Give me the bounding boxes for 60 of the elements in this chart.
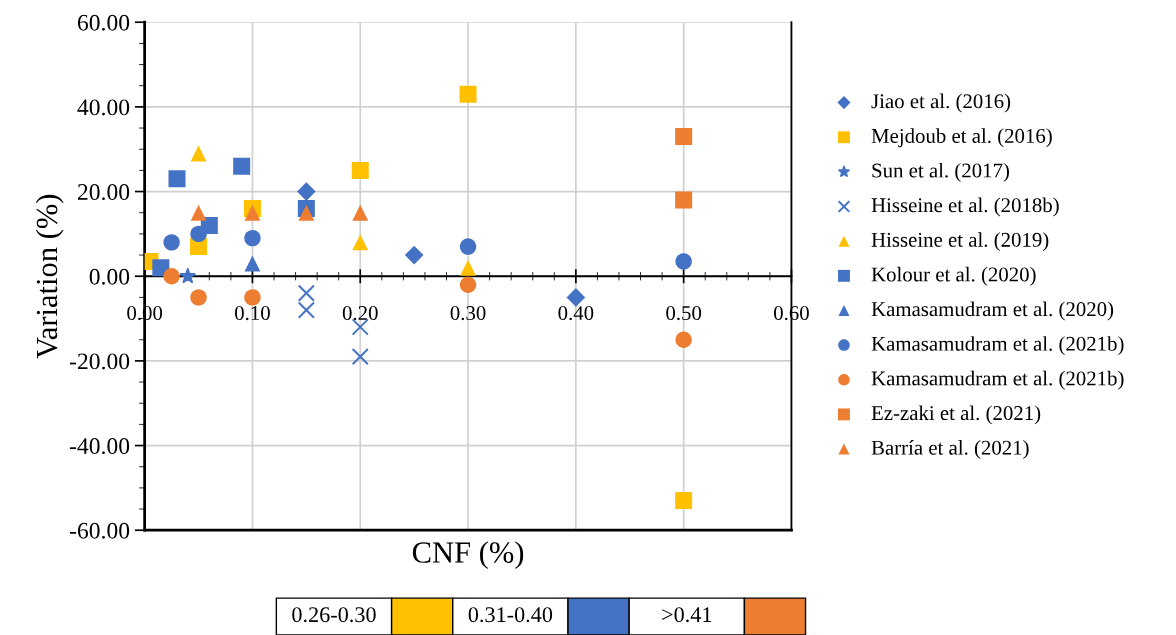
point [459,238,477,255]
point [244,255,261,272]
legend-label: Kamasamudram et al. (2021b) [871,336,1124,356]
x-tick-label: 0.20 [342,305,378,321]
point [351,348,369,366]
point [352,204,369,221]
point [352,234,369,251]
x-tick-label: 0.40 [558,305,594,321]
point [190,225,207,243]
point [297,182,316,201]
y-tick-label: -40.00 [69,438,130,455]
point [566,288,586,307]
point [190,204,207,221]
legend-label: Jiao et al. (2016) [871,93,1011,113]
y-tick-label: 20.00 [77,184,130,201]
legend-label: Hisseine et al. (2019) [871,232,1049,252]
point [244,229,261,247]
y-tick-label: 0.00 [89,268,130,285]
point [244,204,261,221]
text: 0.31-0.40 [468,607,553,623]
text: 0.26-0.30 [292,607,376,623]
legend-label: Ez-zaki et al. (2021) [871,405,1041,425]
point [190,145,207,162]
point [168,170,186,188]
x-tick-label: 0.30 [450,305,486,321]
point [297,301,315,319]
point [297,284,315,302]
point [459,85,477,103]
point [190,289,207,306]
point [351,161,369,179]
y-tick-label: 60.00 [77,14,130,31]
y-tick-label: 40.00 [77,99,130,116]
point [179,267,196,284]
point [163,234,180,251]
point [675,331,692,348]
point [675,253,692,270]
y-axis-title: Variation (%) [35,194,64,359]
y-tick-label: -60.00 [69,522,130,539]
point [404,245,424,265]
y-tick-label: -20.00 [69,353,130,370]
text: >0.41 [662,607,712,623]
x-tick-label: 0.50 [666,305,702,321]
point [675,191,693,209]
point [244,289,261,306]
legend-label: Hisseine et al. (2018b) [871,197,1059,217]
legend-label: Kolour et al. (2020) [871,266,1036,286]
point [675,492,693,510]
point [459,276,477,293]
x-axis-title: CNF (%) [412,541,524,570]
point [163,268,180,285]
point [460,259,476,276]
legend-label: Kamasamudram et al. (2021b) [871,370,1124,390]
legend-label: Mejdoub et al. (2016) [871,128,1052,148]
legend-label: Sun et al. (2017) [872,162,1009,182]
x-tick-label: 0.10 [235,305,270,321]
point [233,157,251,175]
legend-label: Kamasamudram et al. (2020) [871,301,1114,321]
point [675,128,693,146]
legend-label: Barría et al. (2021) [871,440,1029,459]
point [298,204,315,221]
